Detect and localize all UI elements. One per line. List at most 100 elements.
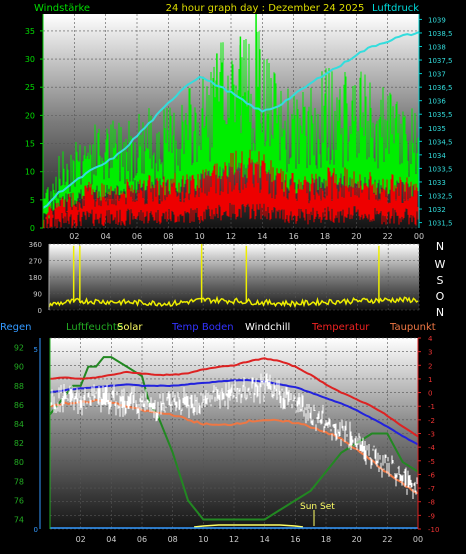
time-tick-label: 00 [414, 232, 424, 241]
compass-east: O [436, 290, 445, 303]
time-tick-label: 14 [257, 232, 267, 241]
temperature-axis-ticks: 4 3 2 1 0 -1 -2 -3 -4 -5 -6 -7 -8 -9 -10 [418, 335, 439, 534]
tick-label: -9 [428, 512, 435, 520]
direction-spikes [72, 244, 380, 303]
compass-labels: N W S O N [435, 240, 446, 319]
pressure-line [42, 31, 420, 209]
wind-average-series [43, 149, 419, 228]
tick-label: 0 [428, 390, 432, 398]
tick-label: 1033,5 [428, 165, 453, 173]
tick-label: 360 [29, 241, 42, 249]
tick-label: -4 [428, 444, 436, 452]
tick-label: 90 [14, 363, 24, 372]
time-axis-ticks: 02 04 06 08 10 12 14 16 18 20 22 00 [69, 232, 424, 241]
tick-label: 84 [14, 420, 24, 429]
tick-label: 180 [29, 274, 42, 282]
time-tick-label: 20 [351, 232, 361, 241]
time-tick-label: 18 [321, 535, 331, 544]
tick-label: 1033 [428, 179, 446, 187]
tick-label: 30 [25, 55, 35, 64]
wind-pressure-panel: 0 5 10 15 20 25 30 35 1031,5 1032 1032,5 1033 1033,… [25, 14, 453, 241]
legend-solar: Solar [117, 322, 143, 333]
legend-regen: Regen [0, 322, 32, 333]
time-tick-label: 10 [198, 535, 208, 544]
time-tick-label: 18 [320, 232, 330, 241]
tick-label: 25 [25, 83, 35, 92]
tick-label: 10 [25, 168, 35, 177]
chart-title: 24 hour graph day : Dezember 24 2025 [166, 3, 365, 14]
tick-label: 1038,5 [428, 30, 453, 38]
time-tick-label: 14 [260, 535, 270, 544]
time-tick-label: 02 [76, 535, 86, 544]
time-tick-label: 06 [137, 535, 147, 544]
tick-label: -5 [428, 458, 435, 466]
time-tick-label: 10 [195, 232, 205, 241]
tick-label: 35 [25, 27, 35, 36]
tick-label: 3 [428, 349, 432, 357]
tick-label: 1032 [428, 206, 446, 214]
tick-label: 92 [14, 344, 24, 353]
tick-label: 0 [38, 307, 42, 315]
time-tick-label: 04 [106, 535, 116, 544]
time-axis-ticks: 02 04 06 08 10 12 14 16 18 20 22 00 [76, 535, 424, 544]
temperature-line [49, 357, 419, 438]
wind-axis-ticks: 0 5 10 15 20 25 30 35 [25, 27, 43, 233]
tick-label: -6 [428, 471, 436, 479]
tick-label: -7 [428, 485, 435, 493]
tick-label: 20 [25, 111, 35, 120]
time-tick-label: 22 [382, 535, 392, 544]
legend-taupunkt: Taupunkt [389, 322, 436, 333]
time-tick-label: 12 [226, 232, 236, 241]
tick-label: -8 [428, 499, 435, 507]
tick-label: 1031,5 [428, 220, 453, 228]
legend-temp-boden: Temp Boden [171, 322, 234, 333]
time-tick-label: 02 [69, 232, 79, 241]
legend-windchill: Windchill [245, 322, 290, 333]
tick-label: 74 [14, 515, 24, 524]
tick-label: 1034 [428, 152, 446, 160]
grid [50, 337, 419, 530]
tick-label: 1035 [428, 125, 446, 133]
tick-label: 90 [33, 291, 42, 299]
time-tick-label: 12 [229, 535, 239, 544]
tick-label: 5 [30, 196, 35, 205]
wind-direction-panel: 0 90 180 270 360 N W S O N [29, 240, 446, 319]
time-tick-label: 00 [413, 535, 423, 544]
tick-label: 1037,5 [428, 57, 453, 65]
tick-label: 86 [14, 401, 24, 410]
tick-label: 1032,5 [428, 192, 453, 200]
legend-luftfeuchte: Luftfeuchte [66, 322, 123, 333]
time-tick-label: 04 [101, 232, 111, 241]
compass-north-2: N [436, 306, 444, 319]
tick-label: 5 [34, 346, 38, 354]
tick-label: 76 [14, 496, 24, 505]
time-tick-label: 16 [289, 232, 299, 241]
tick-label: 1034,5 [428, 138, 453, 146]
tick-label: -10 [428, 526, 439, 534]
humidity-line [49, 356, 419, 521]
legend: Regen Luftfeuchte Solar Temp Boden Windc… [0, 322, 436, 333]
tick-label: 1038 [428, 44, 446, 52]
tick-label: 80 [14, 458, 24, 467]
tick-label: 0 [34, 526, 38, 534]
tick-label: -3 [428, 431, 435, 439]
tick-label: 0 [30, 224, 35, 233]
tick-label: 1035,5 [428, 111, 453, 119]
tick-label: 1039 [428, 16, 446, 24]
tick-label: -2 [428, 417, 435, 425]
compass-north: N [436, 240, 444, 253]
windchill-series [50, 373, 418, 499]
tick-label: 1036,5 [428, 84, 453, 92]
wind-axis-title: Windstärke [34, 3, 90, 14]
tick-label: 82 [14, 439, 24, 448]
humidity-axis-ticks: 74 76 78 80 82 84 86 88 90 92 [14, 344, 24, 525]
soil-temp-line [49, 378, 419, 446]
time-tick-label: 16 [290, 535, 300, 544]
tick-label: 270 [29, 258, 42, 266]
tick-label: 1 [428, 376, 432, 384]
tick-label: 1036 [428, 98, 446, 106]
compass-south: S [437, 274, 444, 287]
time-tick-label: 08 [168, 535, 178, 544]
rain-axis-ticks: 05 [34, 346, 38, 534]
tick-label: 88 [14, 382, 24, 391]
